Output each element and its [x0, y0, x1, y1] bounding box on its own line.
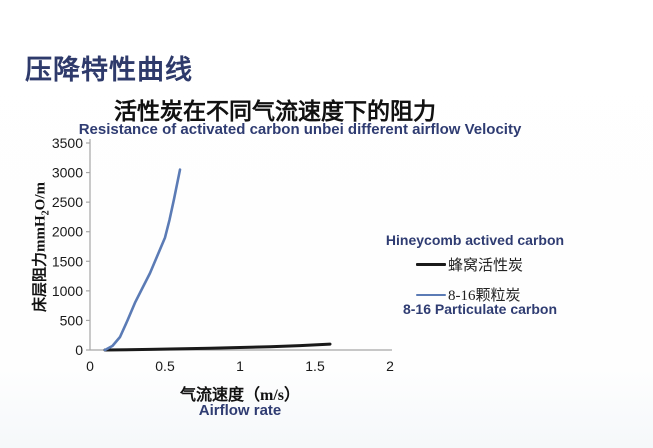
y-tick-label: 1500	[52, 253, 83, 269]
x-tick-label: 1	[236, 358, 244, 374]
y-tick-label: 500	[60, 312, 84, 328]
x-axis-label: 气流速度（m/s）	[179, 387, 300, 404]
legend-series2-label: 8-16颗粒炭	[448, 288, 521, 304]
series-line-0	[103, 342, 332, 352]
legend-line-swatch-black	[416, 263, 446, 266]
series-line-1	[103, 168, 182, 352]
y-tick-label: 1000	[52, 283, 83, 299]
chart-title: 活性炭在不同气流速度下的阻力	[114, 99, 436, 124]
x-axis-label-english: Airflow rate	[198, 402, 282, 419]
x-tick-label: 0.5	[155, 358, 175, 374]
legend-series2-english-label: 8-16 Particulate carbon	[402, 301, 558, 317]
legend-item-honeycomb: 蜂窝活性炭	[416, 254, 523, 275]
x-tick-label: 0	[86, 358, 94, 374]
legend-series1-english-label: Hineycomb actived carbon	[385, 232, 565, 248]
y-tick-label: 2500	[52, 194, 83, 210]
x-tick-label: 1.5	[305, 358, 325, 374]
y-tick-label: 2000	[52, 224, 83, 240]
y-tick-label: 3500	[52, 135, 83, 151]
x-tick-label: 2	[386, 358, 394, 374]
page-title: 压降特性曲线	[25, 55, 193, 85]
y-tick-label: 0	[75, 342, 83, 358]
chart-subtitle: Resistance of activated carbon unbei dif…	[78, 121, 522, 138]
legend-line-swatch-blue	[416, 293, 446, 296]
legend-item-particulate: 8-16颗粒炭	[416, 284, 521, 305]
y-tick-label: 3000	[52, 165, 83, 181]
legend-series1-label: 蜂窝活性炭	[448, 258, 524, 274]
plot-area: 0 500 1000 1500 2000 2500 3000 3500 0 0.5 1 1.5 2	[52, 135, 394, 374]
